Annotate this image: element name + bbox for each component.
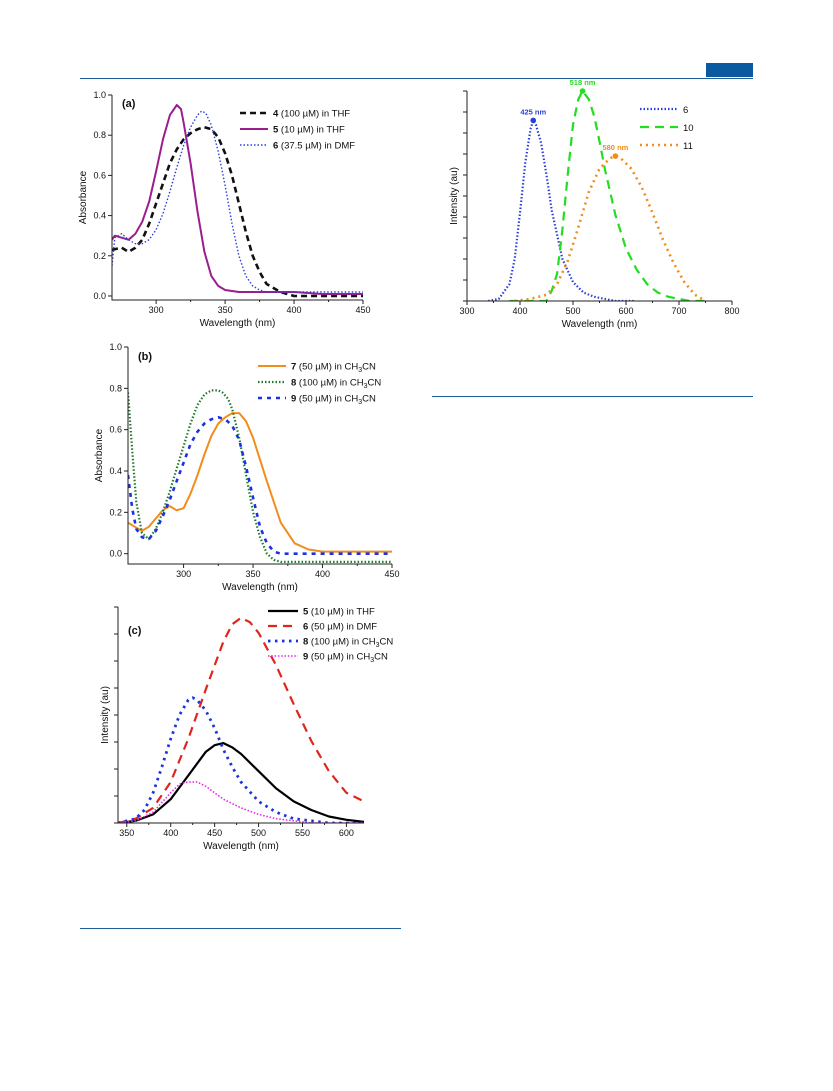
y-axis-label-c: Intensity (au) — [100, 686, 111, 744]
y-tick-label-a: 1.0 — [93, 90, 106, 100]
y-tick-label-b: 0.4 — [109, 466, 122, 476]
peak-label-10: 518 nm — [570, 78, 596, 87]
x-tick-label-d: 800 — [724, 306, 739, 316]
peak-marker-10 — [579, 88, 586, 94]
x-tick-label-c: 550 — [295, 828, 310, 838]
journal-badge — [706, 63, 753, 77]
peak-marker-6 — [530, 117, 537, 124]
legend-entry-d-10: 10 — [683, 123, 694, 134]
x-tick-label-d: 400 — [512, 306, 527, 316]
x-axis-label-c: Wavelength (nm) — [203, 841, 279, 852]
legend-entry-b-9: 9 (50 µM) in CH3CN — [291, 394, 376, 407]
x-tick-label-a: 450 — [355, 305, 370, 315]
legend-entry-d-11: 11 — [683, 141, 693, 152]
y-tick-label-b: 0.8 — [109, 383, 122, 393]
x-tick-label-c: 350 — [119, 828, 134, 838]
y-tick-label-a: 0.8 — [93, 130, 106, 140]
legend-entry-a-5: 5 (10 µM) in THF — [273, 125, 345, 136]
legend-entry-c-9: 9 (50 µM) in CH3CN — [303, 652, 388, 665]
x-tick-label-d: 700 — [671, 306, 686, 316]
y-tick-label-a: 0.0 — [93, 291, 106, 301]
series-line-c-9 — [118, 781, 364, 823]
x-tick-label-d: 600 — [618, 306, 633, 316]
x-tick-label-b: 450 — [384, 569, 399, 579]
figure-divider-right — [432, 396, 753, 397]
legend-entry-a-6: 6 (37.5 µM) in DMF — [273, 141, 355, 152]
x-tick-label-c: 450 — [207, 828, 222, 838]
series-line-c-5 — [118, 742, 364, 823]
y-tick-label-b: 1.0 — [109, 342, 122, 352]
y-tick-label-b: 0.6 — [109, 425, 122, 435]
x-tick-label-a: 300 — [149, 305, 164, 315]
legend-entry-b-8: 8 (100 µM) in CH3CN — [291, 378, 381, 391]
x-tick-label-c: 400 — [163, 828, 178, 838]
peak-label-6: 425 nm — [520, 107, 546, 116]
y-axis-label-d: Intensity (au) — [449, 167, 460, 225]
axes-a — [111, 95, 363, 301]
legend-entry-c-8: 8 (100 µM) in CH3CN — [303, 637, 393, 650]
series-line-a-6 — [112, 110, 363, 293]
header-rule — [80, 78, 753, 79]
y-tick-label-b: 0.2 — [109, 507, 122, 517]
x-tick-label-c: 500 — [251, 828, 266, 838]
series-line-d-11 — [514, 154, 707, 301]
panel-label-b: (b) — [138, 351, 152, 363]
y-tick-label-a: 0.4 — [93, 211, 106, 221]
peak-marker-11 — [612, 153, 619, 159]
y-axis-label-a: Absorbance — [78, 170, 89, 224]
axes-b — [127, 347, 392, 565]
x-tick-label-a: 350 — [218, 305, 233, 315]
x-tick-label-a: 400 — [287, 305, 302, 315]
chart-panel-d: 425 nm 518 nm 580 nm 300 400 500 600 700 800 Wave… — [449, 78, 740, 330]
x-tick-label-b: 300 — [176, 569, 191, 579]
x-tick-label-b: 350 — [246, 569, 261, 579]
x-tick-label-d: 300 — [459, 306, 474, 316]
series-line-a-4 — [112, 125, 363, 298]
y-axis-label-b: Absorbance — [94, 428, 105, 482]
legend-entry-a-4: 4 (100 µM) in THF — [273, 109, 350, 120]
x-axis-label-d: Wavelength (nm) — [562, 319, 638, 330]
x-axis-label-a: Wavelength (nm) — [200, 318, 276, 329]
chart-panel-b: 300 350 400 450 0.0 0.2 0.4 0.6 0.8 1.0 Wavelength… — [94, 342, 400, 593]
legend-entry-c-6: 6 (50 µM) in DMF — [303, 622, 377, 633]
series-line-a-5 — [112, 104, 363, 295]
series-line-d-10 — [509, 91, 706, 301]
series-line-b-7 — [128, 412, 392, 553]
legend-entry-b-7: 7 (50 µM) in CH3CN — [291, 362, 376, 375]
x-tick-label-b: 400 — [315, 569, 330, 579]
panel-label-a: (a) — [122, 98, 136, 110]
y-tick-label-a: 0.2 — [93, 251, 106, 261]
y-tick-label-a: 0.6 — [93, 170, 106, 180]
series-line-b-8 — [128, 389, 392, 563]
chart-panel-a: 300 350 400 450 0.0 0.2 0.4 0.6 0.8 1.0 Wavelength… — [78, 90, 371, 329]
x-tick-label-d: 500 — [565, 306, 580, 316]
series-line-c-8 — [118, 696, 364, 823]
figure-divider-left — [80, 928, 401, 929]
x-axis-label-b: Wavelength (nm) — [222, 582, 298, 593]
series-line-c-6 — [118, 616, 364, 823]
peak-label-11: 580 nm — [602, 143, 628, 152]
legend-entry-c-5: 5 (10 µM) in THF — [303, 607, 375, 618]
x-tick-label-c: 600 — [339, 828, 354, 838]
panel-label-c: (c) — [128, 625, 142, 637]
legend-entry-d-6: 6 — [683, 105, 688, 116]
series-line-d-6 — [487, 119, 634, 301]
y-tick-label-b: 0.0 — [109, 549, 122, 559]
series-line-b-9 — [128, 416, 392, 555]
chart-panel-c: 350 400 450 500 550 600 Wavelength (nm) Intensi… — [100, 606, 393, 852]
